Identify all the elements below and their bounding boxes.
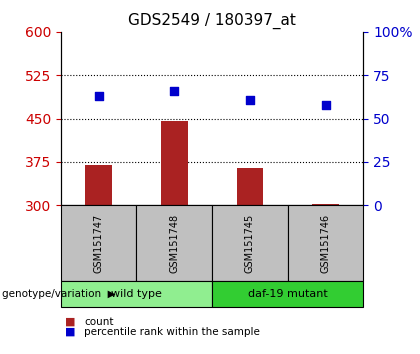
Bar: [312, 204, 339, 205]
Title: GDS2549 / 180397_at: GDS2549 / 180397_at: [128, 13, 296, 29]
Point: [95, 93, 102, 99]
Point: [171, 88, 178, 94]
Bar: [237, 168, 263, 205]
Point: [247, 97, 253, 102]
Bar: [161, 121, 188, 205]
Bar: [86, 165, 112, 205]
Text: GSM151748: GSM151748: [169, 214, 179, 273]
Text: count: count: [84, 317, 113, 327]
Text: ■: ■: [65, 317, 76, 327]
Text: daf-19 mutant: daf-19 mutant: [248, 289, 328, 299]
Text: GSM151746: GSM151746: [320, 214, 331, 273]
Text: wild type: wild type: [111, 289, 162, 299]
Text: ■: ■: [65, 327, 76, 337]
Text: genotype/variation  ▶: genotype/variation ▶: [2, 289, 116, 299]
Text: GSM151747: GSM151747: [94, 214, 104, 273]
Text: percentile rank within the sample: percentile rank within the sample: [84, 327, 260, 337]
Text: GSM151745: GSM151745: [245, 214, 255, 273]
Point: [322, 102, 329, 108]
